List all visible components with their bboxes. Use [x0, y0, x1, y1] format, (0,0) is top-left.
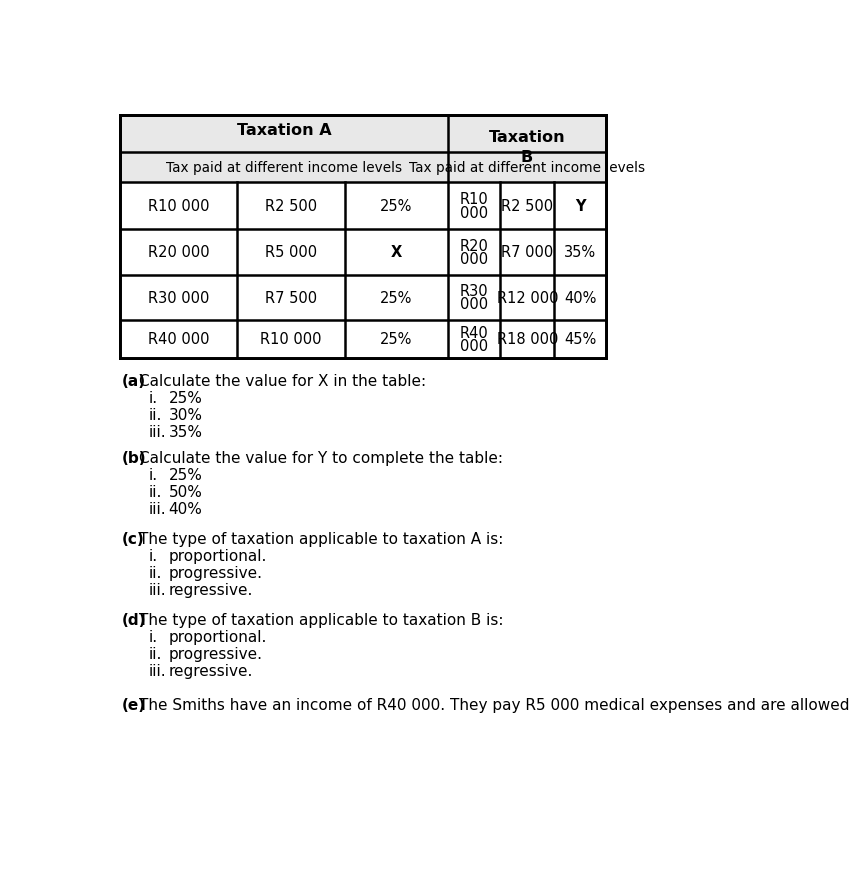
Text: 35%: 35% [564, 245, 596, 260]
Text: i.: i. [149, 468, 158, 483]
Text: Tax paid at different income levels: Tax paid at different income levels [166, 161, 402, 175]
Text: Calculate the value for X in the table:: Calculate the value for X in the table: [139, 374, 426, 389]
Text: X: X [391, 245, 402, 260]
Text: proportional.: proportional. [169, 629, 267, 644]
Text: 45%: 45% [564, 332, 596, 346]
Bar [120, 115, 607, 359]
Text: R18 000: R18 000 [497, 332, 558, 346]
Text: (c): (c) [122, 532, 145, 547]
Text: 30%: 30% [169, 408, 203, 423]
Text: iii.: iii. [149, 424, 167, 439]
Text: progressive.: progressive. [169, 565, 262, 580]
Text: iii.: iii. [149, 501, 167, 517]
Text: R2 500: R2 500 [501, 198, 554, 214]
Text: (a): (a) [122, 374, 147, 389]
Text: R12 000: R12 000 [497, 291, 558, 306]
Text: R2 500: R2 500 [265, 198, 317, 214]
Text: R10 000: R10 000 [260, 332, 322, 346]
Text: R40 000: R40 000 [148, 332, 210, 346]
Text: R10 000: R10 000 [148, 198, 210, 214]
Text: 35%: 35% [169, 424, 203, 439]
Bar [120, 183, 607, 359]
Text: ii.: ii. [149, 565, 163, 580]
Text: ii.: ii. [149, 646, 163, 661]
Text: ii.: ii. [149, 408, 163, 423]
Text: 25%: 25% [380, 332, 412, 346]
Text: R20 000: R20 000 [147, 245, 210, 260]
Text: R30
000: R30 000 [459, 284, 488, 312]
Text: Taxation A: Taxation A [237, 122, 331, 137]
Text: R7 000: R7 000 [501, 245, 554, 260]
Text: The Smiths have an income of R40 000. They pay R5 000 medical expenses and are a: The Smiths have an income of R40 000. Th… [139, 697, 849, 712]
Text: 25%: 25% [380, 198, 412, 214]
Text: ii.: ii. [149, 485, 163, 500]
Text: i.: i. [149, 391, 158, 406]
Text: The type of taxation applicable to taxation B is:: The type of taxation applicable to taxat… [139, 612, 504, 627]
Text: R5 000: R5 000 [265, 245, 317, 260]
Text: (e): (e) [122, 697, 147, 712]
Text: i.: i. [149, 548, 158, 563]
Text: regressive.: regressive. [169, 664, 253, 678]
Text: iii.: iii. [149, 664, 167, 678]
Text: The type of taxation applicable to taxation A is:: The type of taxation applicable to taxat… [139, 532, 504, 547]
Text: Calculate the value for Y to complete the table:: Calculate the value for Y to complete th… [139, 451, 503, 466]
Text: R7 500: R7 500 [265, 291, 317, 306]
Text: (b): (b) [122, 451, 147, 466]
Text: proportional.: proportional. [169, 548, 267, 563]
Text: 25%: 25% [380, 291, 412, 306]
Text: 40%: 40% [564, 291, 596, 306]
Text: 40%: 40% [169, 501, 203, 517]
Text: 25%: 25% [169, 468, 203, 483]
Text: regressive.: regressive. [169, 582, 253, 597]
Text: iii.: iii. [149, 582, 167, 597]
Bar [120, 115, 607, 359]
Text: R30 000: R30 000 [148, 291, 210, 306]
Text: progressive.: progressive. [169, 646, 262, 661]
Text: R20
000: R20 000 [459, 238, 488, 267]
Text: (d): (d) [122, 612, 147, 627]
Text: R40
000: R40 000 [459, 325, 488, 354]
Text: 50%: 50% [169, 485, 203, 500]
Text: Tax paid at different income levels: Tax paid at different income levels [409, 161, 645, 175]
Text: Y: Y [575, 198, 585, 214]
Text: i.: i. [149, 629, 158, 644]
Text: Taxation
B: Taxation B [489, 129, 565, 165]
Text: 25%: 25% [169, 391, 203, 406]
Text: R10
000: R10 000 [459, 192, 488, 221]
